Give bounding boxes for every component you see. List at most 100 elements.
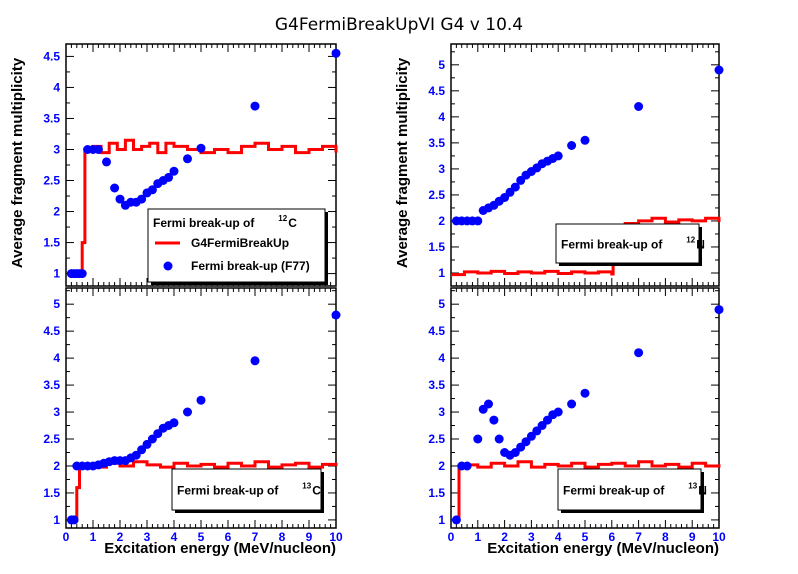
data-point-f77 xyxy=(331,310,341,320)
legend-title-element: C xyxy=(312,484,321,498)
data-point-f77 xyxy=(462,461,472,471)
y-tick-label: 2 xyxy=(438,214,445,228)
x-tick-label: 0 xyxy=(448,530,455,544)
data-point-f77 xyxy=(331,48,341,58)
data-point-f77 xyxy=(183,154,192,164)
panel-bottom-left: 11.522.533.544.550 1 2 3 4 5 6 7 8 9 10Excitation … xyxy=(43,287,343,557)
x-tick-label: 7 xyxy=(252,530,259,544)
y-tick-label: 2 xyxy=(438,459,445,473)
x-tick-label: 1 xyxy=(474,530,481,544)
data-point-f77 xyxy=(510,182,520,192)
data-point-f77 xyxy=(69,515,79,525)
data-point-f77 xyxy=(169,418,179,428)
data-point-f77 xyxy=(110,183,120,193)
y-tick-label: 1.5 xyxy=(43,486,60,500)
data-point-f77 xyxy=(451,515,461,525)
x-tick-label: 2 xyxy=(501,530,508,544)
data-point-f77 xyxy=(553,407,563,417)
data-point-f77 xyxy=(169,166,179,176)
data-point-f77 xyxy=(567,141,577,150)
data-point-f77 xyxy=(183,407,192,417)
y-tick-label: 1 xyxy=(438,266,445,280)
panel-top-right: 1 1.5 2 2.5 3 3.5 4 4.5 5 Average fragment multip… xyxy=(394,43,724,287)
data-point-f77 xyxy=(196,143,206,153)
legend-title-element: C xyxy=(288,216,297,230)
x-tick-label: 2 xyxy=(117,530,124,544)
y-tick-label: 3.5 xyxy=(428,136,445,150)
legend-entry-line: G4FermiBreakUp xyxy=(191,236,289,250)
y-tick-label: 2 xyxy=(53,459,60,473)
y-tick-label: 5 xyxy=(53,297,60,311)
data-point-f77 xyxy=(77,269,87,279)
data-point-f77 xyxy=(553,151,563,161)
y-tick-label: 2.5 xyxy=(428,432,445,446)
figure-title: G4FermiBreakUpVI G4 v 10.4 xyxy=(275,15,523,35)
x-tick-label: 8 xyxy=(662,530,669,544)
legend-title: Fermi break-up of xyxy=(177,484,279,498)
data-point-f77 xyxy=(567,399,577,409)
data-point-f77 xyxy=(634,102,644,111)
legend-title-superscript: 12 xyxy=(278,214,287,223)
x-tick-label: 4 xyxy=(555,530,562,544)
y-tick-label: 2.5 xyxy=(43,432,60,446)
data-point-f77 xyxy=(137,194,147,204)
data-point-f77 xyxy=(93,145,103,154)
data-point-f77 xyxy=(196,395,206,405)
y-tick-label: 4.5 xyxy=(428,84,445,98)
data-point-f77 xyxy=(489,415,499,425)
x-tick-label: 9 xyxy=(689,530,696,544)
y-tick-label: 4.5 xyxy=(43,324,60,338)
x-tick-label: 10 xyxy=(712,530,726,544)
data-point-f77 xyxy=(580,388,590,398)
panel-bottom-right: 11.522.533.544.550 1 2 3 4 5 6 7 8 9 10Excitation … xyxy=(428,287,726,557)
legend-title-superscript: 13 xyxy=(688,482,697,491)
panel-top-left: 1 1.5 2 2.5 3 3.5 4 4.5 Average fragment multipl… xyxy=(9,43,341,287)
y-tick-label: 3 xyxy=(53,142,60,156)
x-tick-label: 6 xyxy=(608,530,615,544)
x-tick-label: 8 xyxy=(279,530,286,544)
data-point-f77 xyxy=(634,348,644,358)
legend-box xyxy=(147,208,326,283)
data-point-f77 xyxy=(102,157,111,167)
legend-title-element: N xyxy=(698,484,707,498)
y-tick-label: 2.5 xyxy=(43,174,60,188)
y-tick-label: 4 xyxy=(438,351,445,365)
x-tick-label: 4 xyxy=(171,530,178,544)
legend-title-element: N xyxy=(696,238,705,252)
legend-title: Fermi break-up of xyxy=(563,484,665,498)
legend-title-superscript: 13 xyxy=(302,482,311,491)
data-point-f77 xyxy=(473,434,483,444)
legend-box xyxy=(171,468,322,511)
x-axis-label: Excitation energy (MeV/nucleon) xyxy=(104,540,336,557)
legend-point-swatch xyxy=(163,261,173,271)
y-tick-label: 4 xyxy=(53,80,60,94)
x-tick-label: 5 xyxy=(582,530,589,544)
x-tick-label: 6 xyxy=(225,530,232,544)
x-tick-label: 7 xyxy=(635,530,642,544)
x-tick-label: 0 xyxy=(63,530,70,544)
data-point-f77 xyxy=(473,216,483,226)
y-tick-label: 4 xyxy=(53,351,60,365)
y-tick-label: 5 xyxy=(438,297,445,311)
y-tick-label: 1.5 xyxy=(43,236,60,250)
data-point-f77 xyxy=(164,172,174,182)
y-tick-label: 3 xyxy=(438,162,445,176)
series-line-g4fermibreakup xyxy=(451,216,721,277)
y-tick-label: 5 xyxy=(438,58,445,72)
legend-box xyxy=(557,468,702,511)
y-tick-label: 1.5 xyxy=(428,486,445,500)
data-point-f77 xyxy=(714,65,724,75)
y-tick-label: 4.5 xyxy=(428,324,445,338)
data-point-f77 xyxy=(494,434,504,444)
x-tick-label: 9 xyxy=(306,530,313,544)
data-point-f77 xyxy=(250,356,260,366)
legend-title: Fermi break-up of xyxy=(561,238,663,252)
data-point-f77 xyxy=(714,305,724,315)
y-tick-label: 2 xyxy=(53,205,60,219)
data-point-f77 xyxy=(484,399,493,409)
x-tick-label: 5 xyxy=(198,530,205,544)
y-tick-label: 3.5 xyxy=(43,378,60,392)
data-point-f77 xyxy=(115,194,125,204)
y-tick-label: 1 xyxy=(53,267,60,281)
